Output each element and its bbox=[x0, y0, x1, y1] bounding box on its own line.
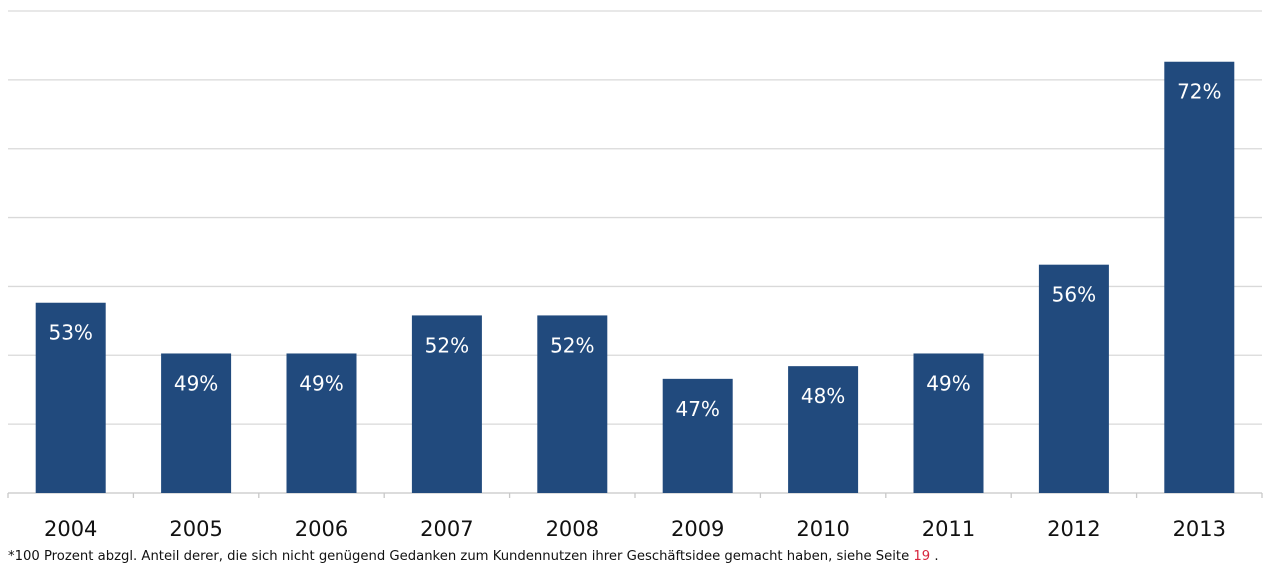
bar bbox=[35, 302, 106, 493]
x-tick-label: 2012 bbox=[1047, 517, 1100, 541]
x-tick-label: 2013 bbox=[1173, 517, 1226, 541]
data-label: 72% bbox=[1177, 80, 1221, 104]
x-tick-label: 2010 bbox=[796, 517, 849, 541]
bar bbox=[161, 353, 232, 493]
data-label: 48% bbox=[801, 384, 845, 408]
x-tick-label: 2008 bbox=[546, 517, 599, 541]
bar-chart: 53%49% 49%52% 52%47%48%49%56%72% 2004 2005 2… bbox=[7, 10, 1263, 541]
x-tick-label: 2004 bbox=[44, 517, 97, 541]
x-tick-label: 2006 bbox=[295, 517, 348, 541]
data-label: 49% bbox=[926, 371, 970, 395]
x-tick-label: 2007 bbox=[420, 517, 473, 541]
x-tick-label: 2009 bbox=[671, 517, 724, 541]
bar bbox=[286, 353, 357, 493]
data-label: 56% bbox=[1052, 283, 1096, 307]
bar bbox=[913, 353, 984, 493]
data-label: 53% bbox=[48, 321, 92, 345]
footnote-text: *100 Prozent abzgl. Anteil derer, die si… bbox=[8, 549, 914, 564]
bar bbox=[411, 315, 482, 493]
bar bbox=[537, 315, 608, 493]
bars bbox=[35, 61, 1235, 493]
data-labels: 53% 49% 49% 52% 52% 47% 48% 49% 56% 72% bbox=[48, 80, 1221, 421]
x-axis bbox=[7, 492, 1263, 498]
data-label: 47% bbox=[675, 397, 719, 421]
x-tick-label: 2005 bbox=[169, 517, 222, 541]
data-label: 52% bbox=[550, 333, 594, 357]
footnote: *100 Prozent abzgl. Anteil derer, die si… bbox=[8, 549, 939, 564]
bar bbox=[1164, 61, 1235, 493]
data-label: 52% bbox=[425, 333, 469, 357]
x-tick-labels: 2004 2005 2006 2007 2008 2009 2010 2011 2012 2013 bbox=[44, 517, 1226, 541]
footnote-suffix: . bbox=[930, 549, 939, 564]
bar bbox=[662, 378, 733, 493]
bar bbox=[788, 366, 859, 493]
x-tick-label: 2011 bbox=[922, 517, 975, 541]
data-label: 49% bbox=[299, 371, 343, 395]
page-reference-link[interactable]: 19 bbox=[913, 549, 931, 564]
bar bbox=[1038, 264, 1109, 493]
data-label: 49% bbox=[174, 371, 218, 395]
